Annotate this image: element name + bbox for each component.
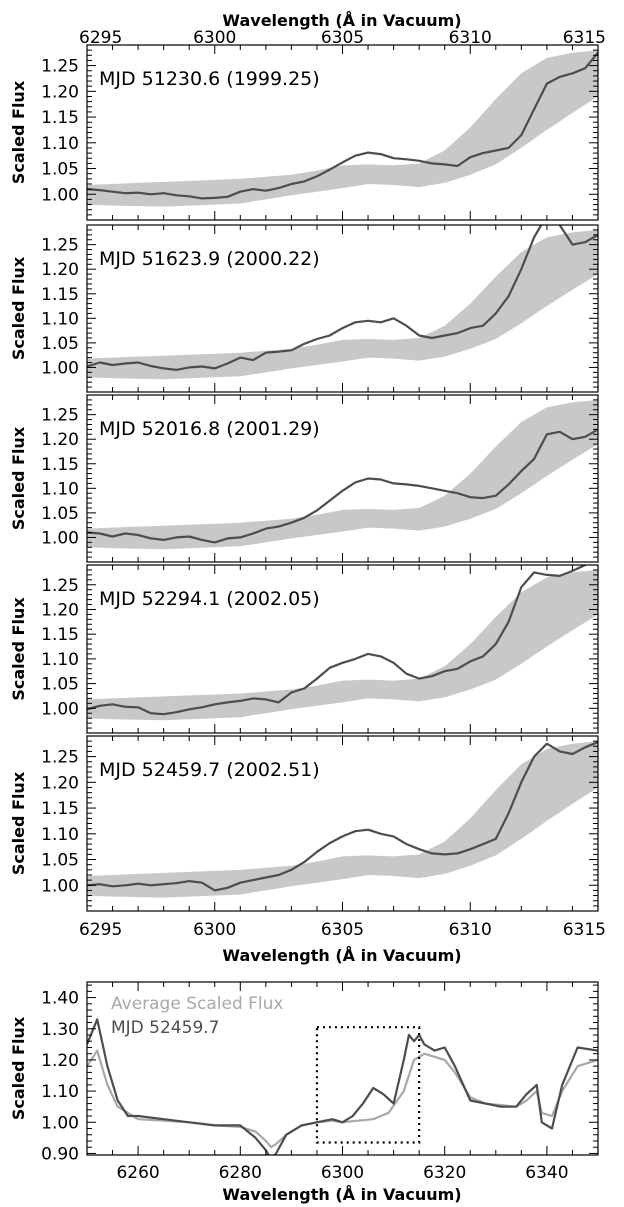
panel1-x-tick-label: 6295 bbox=[79, 28, 122, 48]
panel5-y-axis-title: Scaled Flux bbox=[9, 771, 28, 875]
mjd-spectrum-line bbox=[87, 1018, 598, 1155]
panel2-y-tick-label: 1.00 bbox=[41, 358, 79, 378]
panel2-mjd-label: MJD 51623.9 (2000.22) bbox=[99, 248, 320, 270]
panel3-y-tick-label: 1.25 bbox=[41, 406, 79, 426]
panel5-x-tick-label: 6300 bbox=[193, 920, 236, 940]
panel5-x-tick-label: 6305 bbox=[321, 920, 364, 940]
panel3-y-tick-label: 1.00 bbox=[41, 528, 79, 548]
panel2-y-axis-title: Scaled Flux bbox=[9, 256, 28, 360]
panel2-flux-band bbox=[87, 229, 598, 380]
panel1-y-tick-label: 1.05 bbox=[41, 160, 79, 180]
panel2-spectrum-line bbox=[87, 225, 598, 371]
comparison-y-axis-title: Scaled Flux bbox=[9, 1016, 28, 1120]
panel4-spectrum-line bbox=[87, 565, 589, 716]
comparison-y-tick-label: 1.10 bbox=[41, 1082, 79, 1102]
panel2-y-tick-label: 1.25 bbox=[41, 236, 79, 256]
comparison-x-tick-label: 6260 bbox=[116, 1163, 159, 1183]
panel5-x-tick-label: 6315 bbox=[563, 920, 606, 940]
panel4-y-axis-title: Scaled Flux bbox=[9, 597, 28, 701]
panel2-y-tick-label: 1.10 bbox=[41, 309, 79, 329]
panel1-x-tick-label: 6310 bbox=[449, 28, 492, 48]
panel3-y-tick-label: 1.05 bbox=[41, 504, 79, 524]
comparison-x-tick-label: 6320 bbox=[423, 1163, 466, 1183]
panel2-y-tick-label: 1.15 bbox=[41, 285, 79, 305]
zoom-region-box bbox=[315, 1026, 421, 1144]
panel1-x-tick-label: 6305 bbox=[321, 28, 364, 48]
panel4-y-tick-label: 1.10 bbox=[41, 650, 79, 670]
panel3-mjd-label: MJD 52016.8 (2001.29) bbox=[99, 418, 320, 440]
panel4-y-tick-label: 1.00 bbox=[41, 699, 79, 719]
panel4-y-tick-label: 1.20 bbox=[41, 600, 79, 620]
panel2-y-tick-label: 1.20 bbox=[41, 260, 79, 280]
panel2-y-tick-label: 1.05 bbox=[41, 334, 79, 354]
panel5-x-tick-label: 6310 bbox=[449, 920, 492, 940]
comparison-x-tick-label: 6280 bbox=[219, 1163, 262, 1183]
panel1-y-tick-label: 1.00 bbox=[41, 185, 79, 205]
panel1-flux-band bbox=[87, 50, 598, 207]
comparison-y-tick-label: 1.30 bbox=[41, 1020, 79, 1040]
panel1-spectrum-line bbox=[87, 51, 598, 200]
panel3-spectrum-line bbox=[87, 428, 598, 544]
panel5-y-tick-label: 1.10 bbox=[41, 825, 79, 845]
panel5-y-tick-label: 1.15 bbox=[41, 799, 79, 819]
comparison-y-tick-label: 1.00 bbox=[41, 1113, 79, 1133]
panel4-y-tick-label: 1.05 bbox=[41, 675, 79, 695]
legend-mjd-label: MJD 52459.7 bbox=[111, 1018, 219, 1038]
panel1-x-tick-label: 6300 bbox=[193, 28, 236, 48]
panel5-flux-band bbox=[87, 741, 598, 898]
panel1-y-tick-label: 1.15 bbox=[41, 108, 79, 128]
panel3-y-axis-title: Scaled Flux bbox=[9, 426, 28, 530]
panel1-x-tick-label: 6315 bbox=[563, 28, 606, 48]
panel4-y-tick-label: 1.15 bbox=[41, 625, 79, 645]
comparison-y-tick-label: 1.20 bbox=[41, 1051, 79, 1071]
panel5-y-tick-label: 1.00 bbox=[41, 876, 79, 896]
panel1-y-tick-label: 1.20 bbox=[41, 82, 79, 102]
comparison-x-axis-title: Wavelength (Å in Vacuum) bbox=[222, 1185, 461, 1204]
panel1-y-tick-label: 1.10 bbox=[41, 134, 79, 154]
comparison-x-tick-label: 6300 bbox=[321, 1163, 364, 1183]
panel5-y-tick-label: 1.25 bbox=[41, 748, 79, 768]
panel4-y-tick-label: 1.25 bbox=[41, 576, 79, 596]
panel3-flux-band bbox=[87, 399, 598, 550]
panel5-x-tick-label: 6295 bbox=[79, 920, 122, 940]
panel4-mjd-label: MJD 52294.1 (2002.05) bbox=[99, 588, 320, 610]
comparison-y-tick-label: 1.40 bbox=[41, 989, 79, 1009]
panel4-flux-band bbox=[87, 569, 598, 721]
panel5-y-tick-label: 1.05 bbox=[41, 851, 79, 871]
panel3-y-tick-label: 1.20 bbox=[41, 430, 79, 450]
panel5-x-axis-title: Wavelength (Å in Vacuum) bbox=[222, 946, 461, 965]
panel5-spectrum-line bbox=[87, 741, 598, 892]
panel3-y-tick-label: 1.15 bbox=[41, 455, 79, 475]
panel5-y-tick-label: 1.20 bbox=[41, 773, 79, 793]
panel1-y-tick-label: 1.25 bbox=[41, 57, 79, 77]
panel3-y-tick-label: 1.10 bbox=[41, 479, 79, 499]
panel1-mjd-label: MJD 51230.6 (1999.25) bbox=[99, 68, 320, 90]
comparison-x-tick-label: 6340 bbox=[525, 1163, 568, 1183]
top-x-axis-title: Wavelength (Å in Vacuum) bbox=[222, 11, 461, 30]
panel5-mjd-label: MJD 52459.7 (2002.51) bbox=[99, 759, 320, 781]
comparison-y-tick-label: 0.90 bbox=[41, 1144, 79, 1164]
panel1-y-axis-title: Scaled Flux bbox=[9, 80, 28, 184]
legend-average-label: Average Scaled Flux bbox=[111, 994, 283, 1014]
